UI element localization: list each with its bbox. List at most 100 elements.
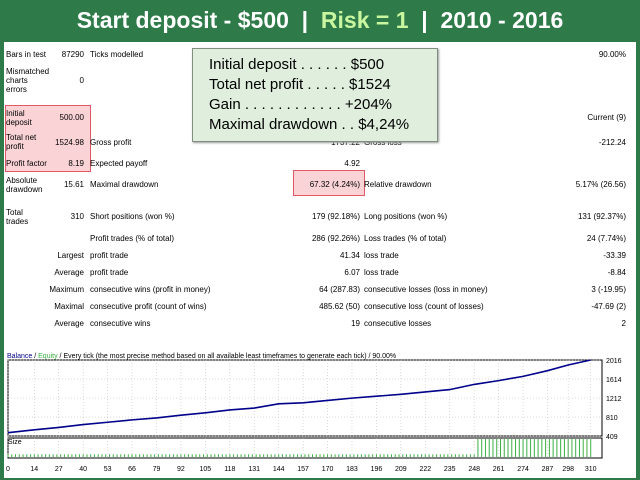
x-tick-label: 183 bbox=[346, 466, 358, 473]
net-profit-value: 1524.98 bbox=[55, 138, 84, 147]
total-trades-label-2: trades bbox=[6, 217, 29, 226]
initial-deposit-label-2: deposit bbox=[6, 118, 32, 127]
legend-equity: Equity bbox=[38, 353, 58, 360]
initial-deposit-label-1: Initial bbox=[6, 109, 25, 118]
bars-value: 87290 bbox=[61, 50, 84, 59]
maximal-label: Maximal bbox=[54, 302, 84, 311]
x-tick-label: 53 bbox=[104, 466, 112, 473]
balance-chart: Balance / Equity / Every tick (the most … bbox=[4, 350, 636, 478]
x-tick-label: 118 bbox=[224, 466, 235, 473]
x-tick-label: 66 bbox=[128, 466, 136, 473]
current-label: Current (9) bbox=[587, 113, 626, 122]
banner-risk: Risk = 1 bbox=[320, 6, 409, 33]
y-tick-label: 2016 bbox=[606, 358, 622, 365]
x-tick-label: 0 bbox=[6, 466, 10, 473]
x-tick-label: 27 bbox=[55, 466, 63, 473]
x-tick-label: 274 bbox=[517, 466, 529, 473]
bars-label: Bars in test bbox=[6, 50, 47, 59]
title-banner: Start deposit - $500 | Risk = 1 | 2010 -… bbox=[0, 0, 640, 40]
average-label: Average bbox=[54, 268, 84, 277]
x-tick-label: 248 bbox=[468, 466, 480, 473]
summary-initial-deposit: Initial deposit . . . . . . $500 bbox=[209, 56, 385, 73]
x-tick-label: 261 bbox=[493, 466, 505, 473]
profit-factor-value: 8.19 bbox=[68, 159, 84, 168]
maximal-loss-value: -47.69 (2) bbox=[591, 302, 626, 311]
x-tick-label: 157 bbox=[297, 466, 309, 473]
mismatch-label-2: charts bbox=[6, 76, 28, 85]
x-tick-label: 235 bbox=[444, 466, 456, 473]
expected-payoff-label: Expected payoff bbox=[90, 159, 148, 168]
x-tick-label: 209 bbox=[395, 466, 407, 473]
chart-plot: 0 14 27 40 53 66 79 92 105 118 131 144 157 170 183 196 2… bbox=[6, 358, 622, 473]
maximal-loss-label: consecutive loss (count of losses) bbox=[364, 302, 484, 311]
banner-years: 2010 - 2016 bbox=[440, 6, 564, 33]
avg-cons-losses-value: 2 bbox=[621, 319, 626, 328]
expected-payoff-value: 4.92 bbox=[344, 159, 360, 168]
y-tick-label: 409 bbox=[606, 434, 618, 441]
gross-profit-label: Gross profit bbox=[90, 138, 132, 147]
legend-slash: / bbox=[32, 353, 39, 360]
x-tick-label: 131 bbox=[248, 466, 260, 473]
initial-deposit-value: 500.00 bbox=[59, 113, 84, 122]
summary-box: Initial deposit . . . . . . $500 Total n… bbox=[192, 48, 438, 142]
short-positions-label: Short positions (won %) bbox=[90, 212, 175, 221]
x-tick-label: 196 bbox=[371, 466, 383, 473]
x-tick-label: 170 bbox=[322, 466, 334, 473]
banner-separator: | bbox=[408, 6, 441, 33]
banner-deposit: Start deposit - $500 bbox=[76, 6, 289, 33]
x-tick-label: 40 bbox=[79, 466, 87, 473]
summary-gain: Gain . . . . . . . . . . . . +204% bbox=[209, 96, 392, 113]
summary-net-profit: Total net profit . . . . . $1524 bbox=[209, 76, 391, 93]
y-tick-label: 1614 bbox=[606, 377, 622, 384]
short-positions-value: 179 (92.18%) bbox=[311, 212, 360, 221]
x-tick-label: 287 bbox=[542, 466, 554, 473]
largest-label: Largest bbox=[57, 251, 84, 260]
x-tick-label: 310 bbox=[585, 466, 597, 473]
deposit-highlight bbox=[5, 105, 91, 172]
maximal-profit-label: consecutive profit (count of wins) bbox=[90, 302, 207, 311]
absolute-drawdown-label-1: Absolute bbox=[6, 176, 38, 185]
chart-legend: Balance / Equity / Every tick (the most … bbox=[7, 353, 396, 361]
profit-factor-label: Profit factor bbox=[6, 159, 47, 168]
balance-line bbox=[7, 359, 591, 434]
x-tick-label: 105 bbox=[200, 466, 212, 473]
x-tick-label: 92 bbox=[177, 466, 185, 473]
largest-loss-value: -33.39 bbox=[603, 251, 626, 260]
mismatch-label-1: Mismatched bbox=[6, 67, 50, 76]
mismatch-label-3: errors bbox=[6, 85, 27, 94]
summary-max-drawdown: Maximal drawdown . . $4,24% bbox=[209, 116, 410, 133]
largest-profit-value: 41.34 bbox=[339, 251, 360, 260]
legend-balance: Balance bbox=[7, 353, 33, 360]
gross-loss-value: -212.24 bbox=[598, 138, 626, 147]
legend-description: / Every tick (the most precise method ba… bbox=[57, 353, 397, 360]
gross-loss-label: Gross loss bbox=[364, 138, 402, 147]
profit-trades-label: Profit trades (% of total) bbox=[90, 234, 175, 243]
gross-profit-value: 1737.22 bbox=[331, 138, 360, 147]
y-tick-label: 810 bbox=[606, 415, 618, 422]
loss-trades-value: 24 (7.74%) bbox=[586, 234, 626, 243]
x-tick-label: 79 bbox=[153, 466, 161, 473]
banner-separator: | bbox=[288, 6, 321, 33]
relative-drawdown-label: Relative drawdown bbox=[364, 180, 432, 189]
max-cons-losses-label: consecutive losses (loss in money) bbox=[364, 285, 488, 294]
maximal-drawdown-value: 67.32 (4.24%) bbox=[309, 180, 360, 189]
avg-cons-label: Average bbox=[54, 319, 84, 328]
largest-profit-label: profit trade bbox=[90, 251, 129, 260]
total-trades-label-1: Total bbox=[6, 208, 23, 217]
ticks-quality: 90.00% bbox=[598, 50, 626, 59]
loss-trades-label: Loss trades (% of total) bbox=[364, 234, 447, 243]
max-cons-wins-label: consecutive wins (profit in money) bbox=[90, 285, 211, 294]
average-loss-value: -8.84 bbox=[607, 268, 626, 277]
maximum-label: Maximum bbox=[49, 285, 84, 294]
y-tick-label: 1212 bbox=[606, 396, 622, 403]
long-positions-value: 131 (92.37%) bbox=[577, 212, 626, 221]
drawdown-highlight bbox=[293, 170, 365, 196]
average-profit-value: 6.07 bbox=[344, 268, 360, 277]
net-profit-label-2: profit bbox=[6, 142, 24, 151]
long-positions-label: Long positions (won %) bbox=[364, 212, 448, 221]
avg-cons-wins-value: 19 bbox=[351, 319, 360, 328]
avg-cons-losses-label: consecutive losses bbox=[364, 319, 432, 328]
average-profit-label: profit trade bbox=[90, 268, 129, 277]
x-tick-label: 222 bbox=[419, 466, 431, 473]
x-tick-label: 14 bbox=[30, 466, 38, 473]
